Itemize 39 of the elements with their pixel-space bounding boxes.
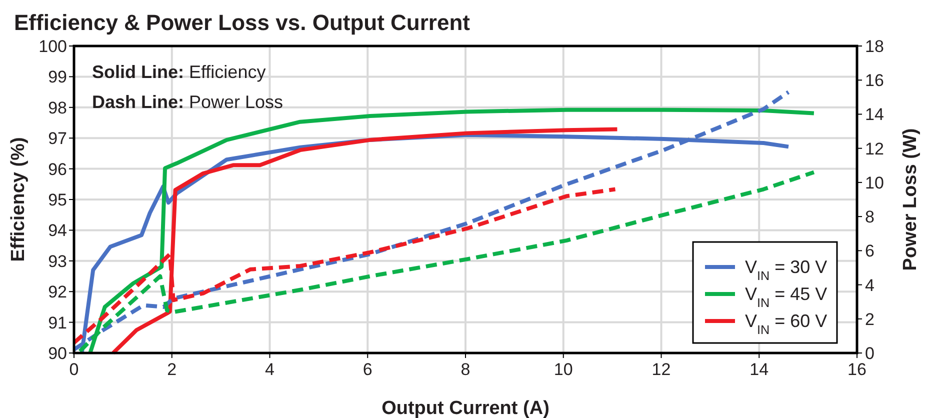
y2-tick-label: 18 xyxy=(865,37,884,56)
y-tick-label: 91 xyxy=(48,313,67,332)
x-tick-label: 8 xyxy=(460,360,470,379)
annotation: Dash Line: Power Loss xyxy=(92,92,284,112)
legend-label: V$_{IN}$ = 30 V xyxy=(745,257,828,283)
x-tick-label: 10 xyxy=(554,360,573,379)
y-tick-label: 97 xyxy=(48,129,67,148)
legend-label: V$_{IN}$ = 45 V xyxy=(745,284,828,310)
y-tick-label: 92 xyxy=(48,282,67,302)
y2-tick-label: 6 xyxy=(865,242,874,261)
y2-tick-label: 16 xyxy=(865,71,884,90)
x-tick-label: 16 xyxy=(848,360,866,379)
y-tick-label: 95 xyxy=(48,190,67,210)
legend-label: V$_{IN}$ = 60 V xyxy=(745,311,828,337)
y2-axis-title: Power Loss (W) xyxy=(900,128,921,271)
y-tick-label: 93 xyxy=(48,252,67,271)
y-tick-label: 96 xyxy=(48,160,67,179)
x-tick-label: 12 xyxy=(652,360,671,379)
x-tick-label: 4 xyxy=(265,360,274,379)
y2-tick-label: 0 xyxy=(865,344,874,363)
y2-tick-label: 10 xyxy=(865,173,884,192)
x-tick-label: 14 xyxy=(750,360,769,379)
x-tick-label: 0 xyxy=(69,360,79,379)
y-tick-label: 94 xyxy=(48,221,67,240)
y2-tick-label: 4 xyxy=(865,276,874,295)
y-tick-label: 90 xyxy=(48,344,67,363)
chart-title: Efficiency & Power Loss vs. Output Current xyxy=(14,10,471,35)
annotation: Solid Line: Efficiency xyxy=(92,62,266,82)
y2-tick-label: 14 xyxy=(865,105,884,124)
y2-tick-label: 2 xyxy=(865,310,874,329)
y2-tick-label: 8 xyxy=(865,208,874,227)
x-tick-label: 6 xyxy=(362,360,372,379)
x-axis-title: Output Current (A) xyxy=(382,398,550,418)
y-axis-title: Efficiency (%) xyxy=(8,137,29,262)
x-tick-label: 2 xyxy=(167,360,177,379)
y2-tick-label: 12 xyxy=(865,139,884,158)
y-tick-label: 99 xyxy=(48,68,67,87)
y-tick-label: 100 xyxy=(38,37,67,56)
y-tick-label: 98 xyxy=(48,98,67,118)
